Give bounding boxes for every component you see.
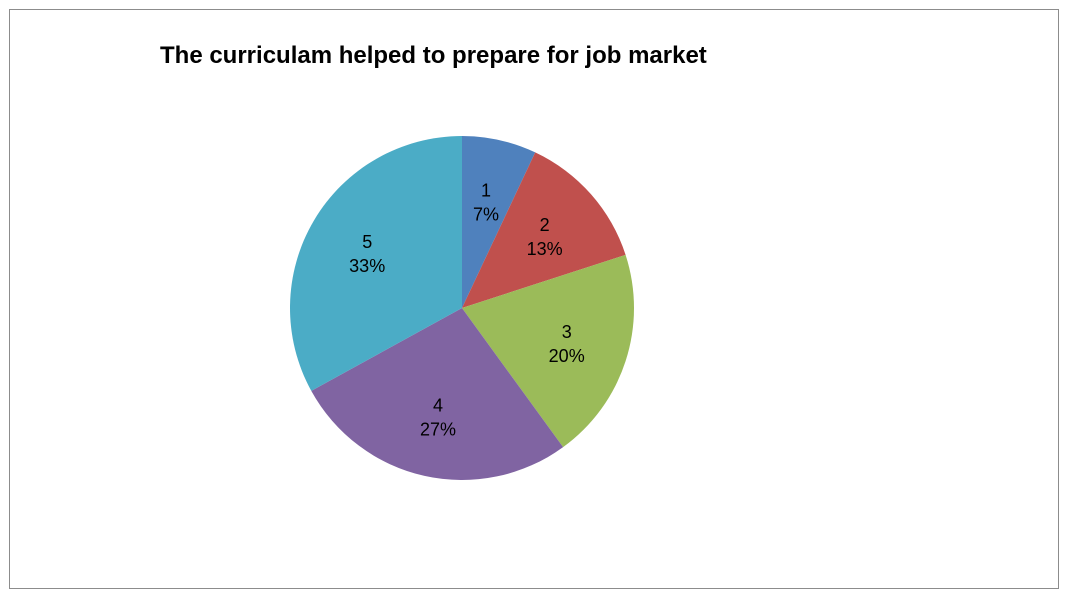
slice-category-label: 3 — [562, 322, 572, 342]
slice-label-4: 4 27% — [420, 395, 456, 439]
slice-percent-label: 7% — [473, 205, 499, 225]
pie-data-labels: 1 7%2 13%3 20%4 27%5 33% — [349, 181, 585, 440]
pie-slice-5 — [290, 136, 462, 391]
pie-slice-3 — [462, 254, 634, 448]
slice-category-label: 5 — [362, 232, 372, 252]
slice-percent-label: 27% — [420, 419, 456, 439]
slice-label-3: 3 20% — [549, 322, 585, 366]
pie-slices — [290, 136, 634, 480]
pie-slice-1 — [462, 136, 536, 308]
slice-category-label: 2 — [540, 215, 550, 235]
slice-category-label: 1 — [481, 181, 491, 201]
pie-slice-2 — [462, 152, 626, 308]
slice-category-label: 4 — [433, 395, 443, 415]
slice-label-5: 5 33% — [349, 232, 385, 276]
slice-label-1: 1 7% — [473, 181, 499, 225]
pie-slice-4 — [311, 308, 564, 480]
slice-percent-label: 33% — [349, 256, 385, 276]
chart-title: The curriculam helped to prepare for job… — [160, 42, 707, 69]
slice-percent-label: 13% — [527, 239, 563, 259]
slice-label-2: 2 13% — [527, 215, 563, 259]
slice-percent-label: 20% — [549, 346, 585, 366]
